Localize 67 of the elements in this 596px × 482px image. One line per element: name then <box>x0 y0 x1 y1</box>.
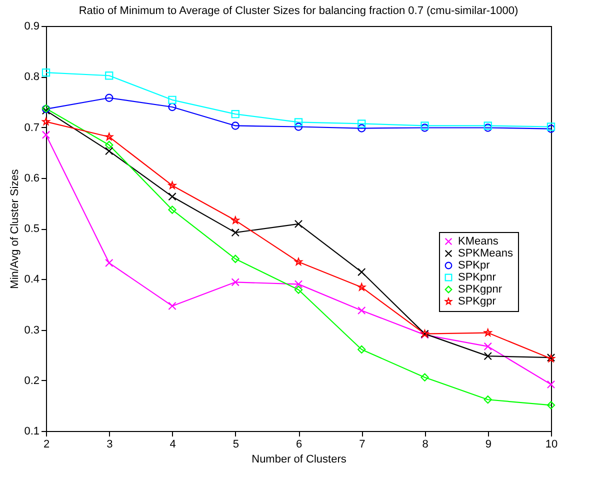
point <box>231 254 240 263</box>
y-tick-label: 0.5 <box>24 223 40 235</box>
point <box>105 146 114 156</box>
x-tick-label: 4 <box>170 438 176 450</box>
y-tick-label: 0.4 <box>24 274 40 286</box>
point <box>546 380 556 389</box>
x-tick-label: 2 <box>43 438 50 450</box>
legend-label: SPKpnr <box>458 272 496 284</box>
point <box>294 220 303 228</box>
point <box>105 72 114 80</box>
point <box>294 122 303 131</box>
point <box>294 258 302 266</box>
point <box>168 192 176 201</box>
x-tick-label: 9 <box>485 438 492 450</box>
point <box>358 283 366 291</box>
point <box>168 102 176 112</box>
point <box>231 216 240 224</box>
point <box>231 228 240 237</box>
point <box>358 268 366 276</box>
point <box>484 328 492 336</box>
legend-label: SPKgpnr <box>458 284 502 296</box>
point <box>42 68 50 77</box>
point <box>105 140 114 150</box>
point <box>294 280 303 288</box>
y-tick-label: 0.9 <box>24 20 40 32</box>
point <box>294 118 303 126</box>
point <box>484 352 492 360</box>
x-tick-label: 7 <box>359 438 366 450</box>
y-tick-label: 0.6 <box>24 172 40 184</box>
x-tick-label: 8 <box>422 438 428 450</box>
point <box>358 306 366 315</box>
point <box>168 96 176 104</box>
legend-label: SPKMeans <box>458 248 514 260</box>
point <box>358 124 366 132</box>
point <box>168 181 176 189</box>
x-tick-label: 5 <box>232 438 239 450</box>
y-tick-label: 0.3 <box>24 324 40 336</box>
y-tick-label: 0.1 <box>24 426 40 438</box>
point <box>105 94 114 102</box>
point <box>231 110 240 118</box>
point <box>42 130 50 139</box>
legend-label: SPKgpr <box>458 296 496 308</box>
legend-label: KMeans <box>458 236 499 248</box>
x-axis-title: Number of Clusters <box>252 454 347 466</box>
x-tick-label: 10 <box>545 438 558 450</box>
point <box>231 278 240 286</box>
y-axis-title: Min/Avg of Cluster Sizes <box>9 168 22 289</box>
chart-title: Ratio of Minimum to Average of Cluster Sizes for balancing fraction 0.7 (cmu-similar-1000) <box>78 5 518 17</box>
point <box>484 396 492 404</box>
x-tick-label: 3 <box>106 438 113 450</box>
point <box>358 345 366 354</box>
point <box>168 302 176 310</box>
point <box>484 342 492 351</box>
point <box>420 373 429 382</box>
point <box>294 286 303 294</box>
point <box>168 206 176 214</box>
legend-label: SPKpr <box>458 260 490 272</box>
point <box>105 258 114 268</box>
point <box>42 118 50 126</box>
y-tick-label: 0.7 <box>24 122 40 134</box>
point <box>546 401 556 410</box>
point <box>358 120 366 128</box>
point <box>105 132 114 140</box>
point <box>231 122 240 130</box>
y-tick-label: 0.8 <box>24 71 40 84</box>
y-tick-label: 0.2 <box>24 374 40 387</box>
x-tick-label: 6 <box>296 438 302 450</box>
